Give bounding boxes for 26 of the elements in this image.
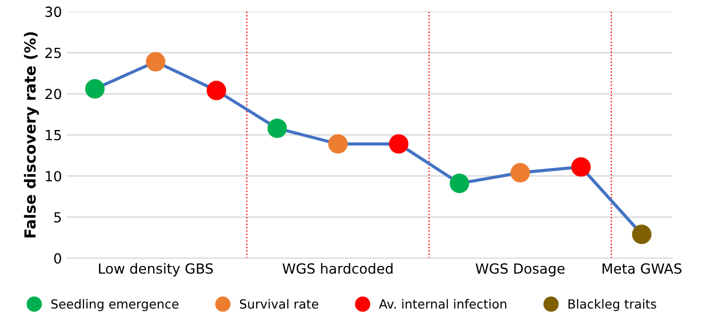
point: [206, 80, 226, 100]
point: [85, 79, 105, 99]
x-tick-label: WGS Dosage: [476, 263, 564, 276]
x-tick-label: Low density GBS: [99, 263, 213, 276]
y-axis-title: False discovery rate (%): [24, 32, 39, 238]
legend-label: Blackleg traits: [568, 299, 656, 312]
point: [571, 157, 591, 177]
y-tick-label: 20: [45, 88, 62, 100]
y-tick-label: 5: [54, 212, 61, 223]
y-tick-label: 0: [54, 253, 62, 264]
point: [388, 134, 408, 154]
point: [328, 134, 348, 154]
point: [267, 118, 287, 138]
legend-label: Survival rate: [240, 299, 318, 309]
y-tick-label: 30: [45, 6, 62, 18]
point: [146, 52, 166, 72]
y-tick-label: 15: [46, 130, 61, 140]
legend-label: Av. internal infection: [378, 299, 506, 309]
y-tick-label: 25: [45, 48, 61, 58]
x-tick-label: Meta GWAS: [602, 263, 682, 274]
y-tick-label: 10: [46, 170, 62, 182]
x-tick-label: WGS hardcoded: [282, 263, 392, 274]
legend-label: Seedling emergence: [51, 299, 178, 312]
point: [632, 224, 652, 244]
point: [510, 162, 530, 182]
point: [450, 174, 470, 194]
